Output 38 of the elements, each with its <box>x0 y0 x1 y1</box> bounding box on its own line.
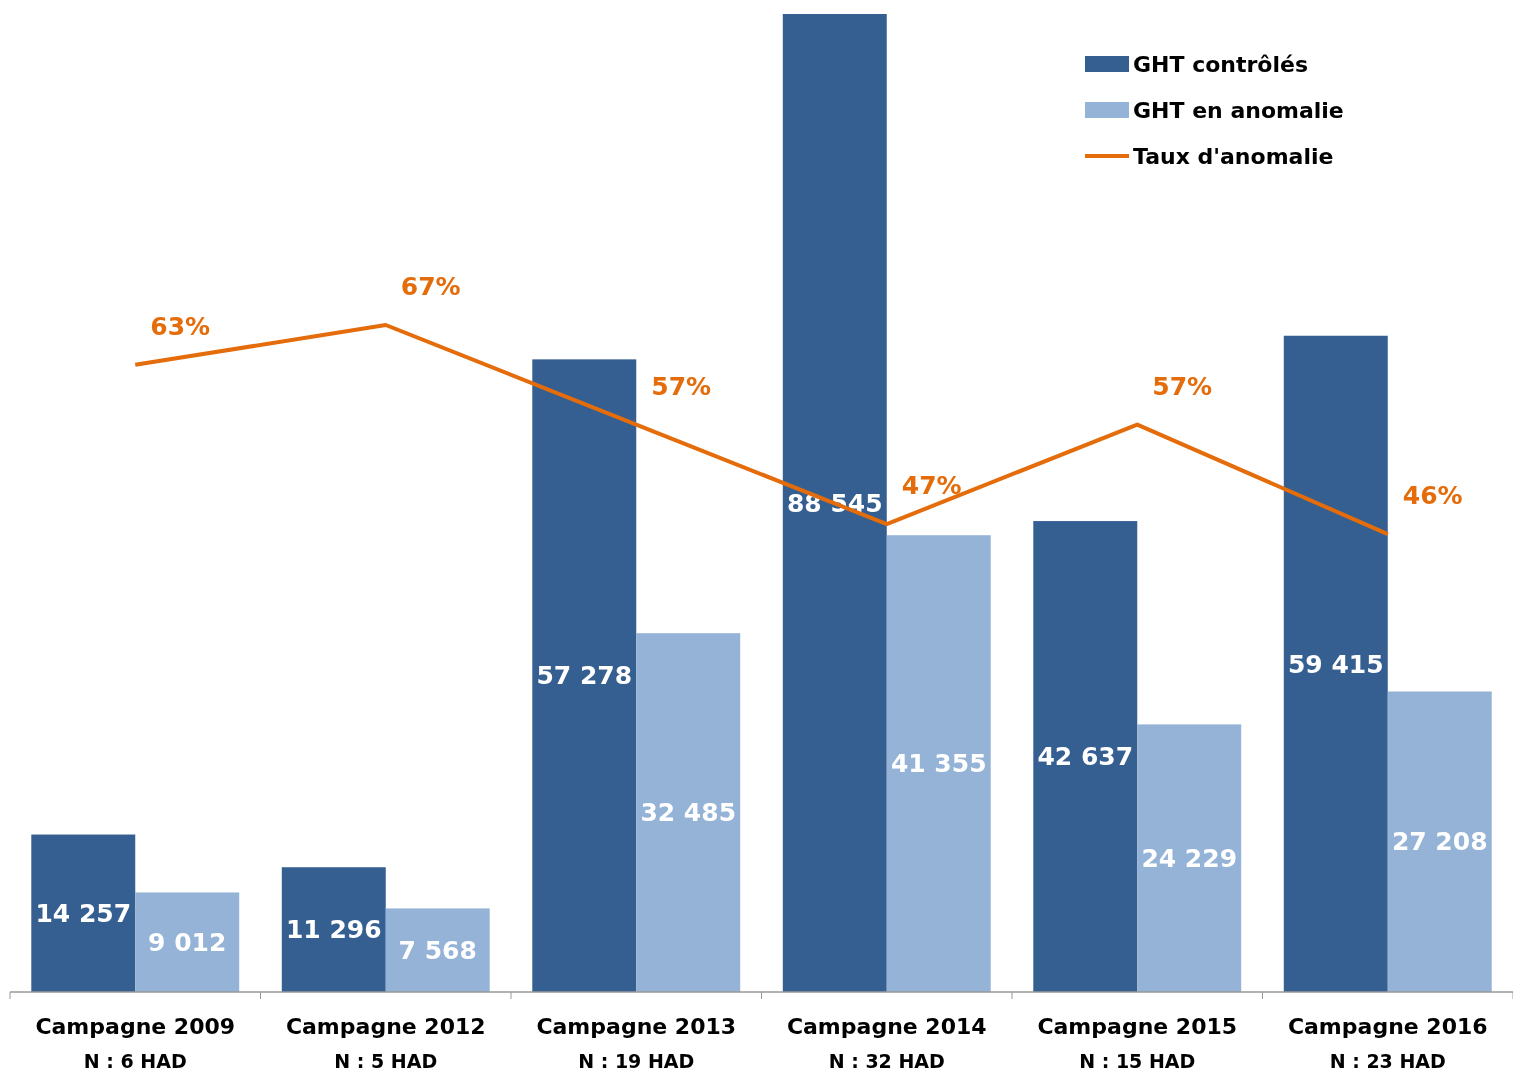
data-label: 59 415 <box>1287 649 1384 679</box>
data-label: 41 355 <box>890 749 987 779</box>
legend-label: GHT en anomalie <box>1133 97 1344 123</box>
data-label: 57% <box>651 371 712 401</box>
legend-label: GHT contrôlés <box>1133 51 1308 77</box>
bar <box>1387 691 1492 992</box>
data-label: 24 229 <box>1141 843 1238 873</box>
bar <box>532 359 637 992</box>
data-label: 32 485 <box>640 798 737 828</box>
bar <box>281 867 386 992</box>
x-tick-label: Campagne 2009 N : 6 HAD <box>35 1014 236 1072</box>
data-label: 11 296 <box>285 915 382 945</box>
data-label: 57% <box>1152 371 1213 401</box>
x-tick-label: Campagne 2012 N : 5 HAD <box>285 1014 486 1072</box>
bar <box>886 535 991 992</box>
bar <box>782 14 887 992</box>
bar <box>385 908 490 992</box>
data-label: 57 278 <box>536 661 633 691</box>
data-label: 67% <box>400 272 461 301</box>
data-label: 47% <box>901 471 962 501</box>
bar <box>31 834 136 992</box>
legend-label: Taux d'anomalie <box>1133 143 1334 169</box>
data-label: 42 637 <box>1037 742 1134 772</box>
data-label: 63% <box>150 311 211 341</box>
bar <box>135 892 240 992</box>
bar <box>1033 521 1138 992</box>
x-tick-label: Campagne 2016 N : 23 HAD <box>1287 1014 1488 1072</box>
data-label: 27 208 <box>1391 827 1488 857</box>
x-tick-label: Campagne 2014 N : 32 HAD <box>786 1014 987 1072</box>
bar <box>1137 724 1242 992</box>
data-label: 14 257 <box>35 899 132 929</box>
x-tick-label: Campagne 2015 N : 15 HAD <box>1037 1014 1238 1072</box>
data-label: 7 568 <box>398 935 477 965</box>
x-tick-label: Campagne 2013 N : 19 HAD <box>536 1014 737 1072</box>
bar <box>636 633 741 992</box>
data-label: 46% <box>1402 481 1463 511</box>
bar <box>1283 335 1388 992</box>
data-label: 9 012 <box>148 927 227 957</box>
